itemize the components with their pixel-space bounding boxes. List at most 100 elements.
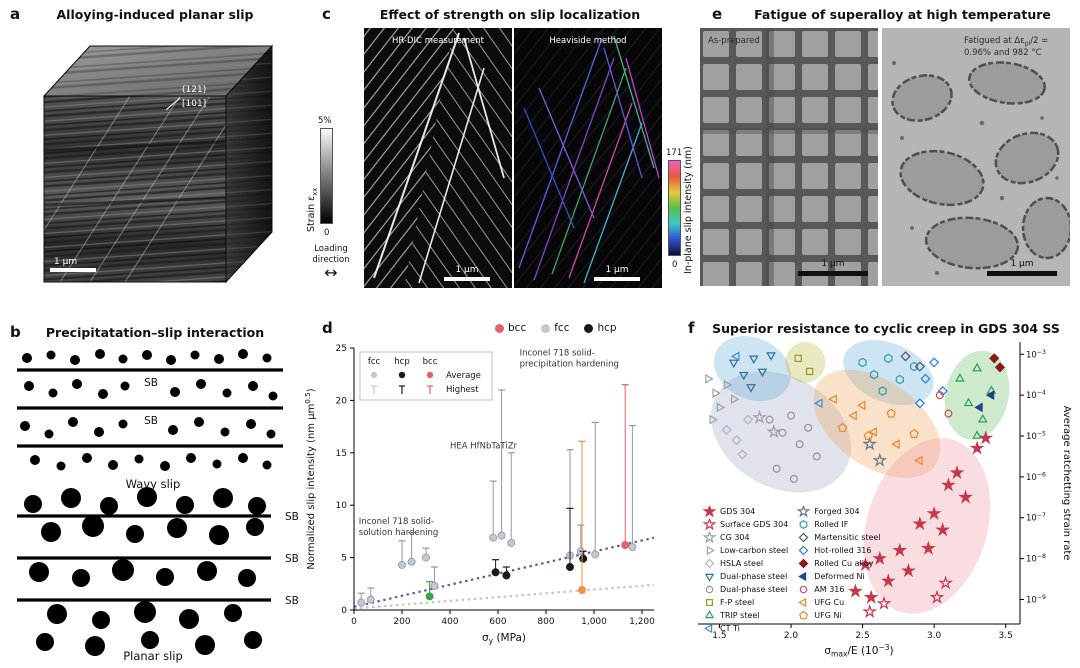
svg-text:Average ratchetting strain rat: Average ratchetting strain rate xyxy=(1061,406,1072,561)
svg-text:10−9: 10−9 xyxy=(1026,594,1046,606)
svg-text:1,200: 1,200 xyxy=(629,617,655,627)
svg-text:2.5: 2.5 xyxy=(855,631,869,641)
svg-text:1,000: 1,000 xyxy=(581,617,607,627)
legend-marker-icon xyxy=(705,585,714,594)
strain-colorbar-min: 0 xyxy=(324,228,330,238)
legend-marker-icon xyxy=(706,599,713,606)
strain-colorbar-max: 5% xyxy=(318,116,332,126)
panel-a-title: Alloying-induced planar slip xyxy=(56,7,254,22)
as-prepared-image: As-prepared 1 μm xyxy=(700,28,878,286)
svg-text:Average: Average xyxy=(446,371,481,381)
legend-item: HSLA steel xyxy=(702,558,788,569)
svg-text:bcc: bcc xyxy=(423,357,438,367)
legend-item: Dual-phase steel xyxy=(702,571,788,582)
panel-d: d bcc fcc hcp 0 200 400 600 800 1,000 1,200 0 5 10 1… xyxy=(300,318,690,668)
panel-e-letter: e xyxy=(712,5,723,23)
legend-column-2: Forged 304 Rolled IF Martensitic steel Hot-… xyxy=(796,506,881,634)
svg-text:200: 200 xyxy=(393,617,410,627)
legend-item: Low-carbon steel xyxy=(702,545,788,556)
panel-a-letter: a xyxy=(10,5,21,23)
svg-text:10−8: 10−8 xyxy=(1026,553,1046,565)
svg-text:1.5: 1.5 xyxy=(712,631,726,641)
legend-marker-icon xyxy=(704,610,715,619)
legend-item: Deformed Ni xyxy=(796,571,880,582)
svg-text:25: 25 xyxy=(336,344,347,354)
legend-marker-icon xyxy=(704,573,715,582)
loading-direction-arrow: ↔ xyxy=(324,263,338,283)
panel-f-title: Superior resistance to cyclic creep in G… xyxy=(712,321,1060,336)
hr-dic-label: HR-DIC measurement xyxy=(391,36,484,46)
legend-item: GDS 304 xyxy=(702,506,788,517)
loading-direction-label: Loading direction ↔ xyxy=(300,244,362,281)
alloy-cube-micrograph: (121) [101] 1 μm xyxy=(42,44,274,284)
svg-text:σy (MPa): σy (MPa) xyxy=(482,632,526,646)
fatigued-micrograph xyxy=(882,28,1070,286)
svg-text:10−7: 10−7 xyxy=(1026,512,1046,524)
legend-marker-icon xyxy=(798,545,809,556)
svg-text:Inconel 718 solid-: Inconel 718 solid- xyxy=(520,348,595,358)
svg-text:σmax/E (10−3): σmax/E (10−3) xyxy=(824,643,893,659)
legend-marker-icon xyxy=(798,571,807,582)
legend-item: TRIP steel xyxy=(702,610,788,621)
legend-item: Hot-rolled 316 xyxy=(796,545,880,556)
hr-dic-image: HR-DIC measurement 1 μm xyxy=(364,28,512,288)
slip-intensity-colorbar xyxy=(668,160,681,256)
as-prepared-scalebar: 1 μm xyxy=(798,259,868,276)
svg-text:0: 0 xyxy=(341,606,347,616)
legend-marker-icon xyxy=(702,519,717,530)
panel-c-letter: c xyxy=(322,5,331,23)
svg-text:Highest: Highest xyxy=(446,385,479,395)
slip-intensity-chart: 0 200 400 600 800 1,000 1,200 0 5 10 15 20 25 σy (MPa… xyxy=(303,344,655,646)
legend-marker-icon xyxy=(798,558,809,569)
legend-item: AM 316 xyxy=(796,584,880,595)
wavy-slip-label: Wavy slip xyxy=(126,477,181,491)
panel-a: a Alloying-induced planar slip xyxy=(0,0,300,320)
crystal-plane-label: (121) xyxy=(182,85,206,95)
legend-marker-icon xyxy=(704,558,715,569)
svg-text:HEA HfNbTaTiZr: HEA HfNbTaTiZr xyxy=(450,442,518,452)
legend-marker-icon xyxy=(702,506,717,517)
panel-a-tem-image: (121) [101] 1 μm xyxy=(30,30,280,308)
svg-text:10: 10 xyxy=(336,501,348,511)
svg-text:fcc: fcc xyxy=(368,357,381,367)
svg-text:10−3: 10−3 xyxy=(1026,349,1046,361)
legend-item: UFG Ni xyxy=(796,610,880,621)
svg-text:solution hardening: solution hardening xyxy=(359,528,438,538)
svg-text:SB: SB xyxy=(144,377,158,389)
legend-marker-icon xyxy=(799,585,808,594)
legend-marker-icon xyxy=(706,545,715,556)
svg-text:precipitation hardening: precipitation hardening xyxy=(520,359,619,369)
cyclic-creep-chart: 1.5 2.0 2.5 3.0 3.5 10−3 10−4 10−5 10−6 10−7 10−8 1… xyxy=(698,336,1072,659)
svg-text:SB: SB xyxy=(144,415,158,427)
legend-marker-icon xyxy=(799,520,808,529)
crystal-legend-item: bcc xyxy=(495,322,526,334)
legend-marker-icon xyxy=(798,597,807,608)
legend-marker-icon xyxy=(799,610,809,620)
svg-text:SB: SB xyxy=(285,595,299,607)
svg-text:10−6: 10−6 xyxy=(1026,471,1046,483)
svg-text:SB: SB xyxy=(285,553,299,565)
legend-marker-icon xyxy=(798,532,809,543)
strain-axis-label: Strain εxx xyxy=(306,187,319,232)
legend-item: Forged 304 xyxy=(796,506,880,517)
panel-b: b Precipitatation–slip interaction Wavy … xyxy=(0,320,310,668)
legend-item: Rolled Cu alloy xyxy=(796,558,880,569)
panel-c: c Effect of strength on slip localizatio… xyxy=(300,0,694,318)
svg-text:0: 0 xyxy=(351,617,357,627)
legend-item: UFG Cu xyxy=(796,597,880,608)
legend-marker-icon xyxy=(704,623,713,634)
slip-colorbar-min: 0 xyxy=(672,260,678,270)
svg-text:5: 5 xyxy=(341,554,347,564)
planar-slip-label: Planar slip xyxy=(123,649,183,663)
legend-item: Rolled IF xyxy=(796,519,880,530)
svg-text:400: 400 xyxy=(441,617,458,627)
svg-text:Inconel 718 solid-: Inconel 718 solid- xyxy=(359,517,434,527)
svg-text:Normalized slip intensity (nm: Normalized slip intensity (nm μm0.5) xyxy=(303,388,317,569)
panel-e-title: Fatigue of superalloy at high temperatur… xyxy=(754,7,1051,22)
panel-d-letter: d xyxy=(322,319,333,337)
heaviside-label: Heaviside method xyxy=(549,36,627,46)
fatigued-image: Fatigued at Δεpl/2 = 0.96% and 982 °C 1 … xyxy=(882,28,1070,286)
crystal-legend-item: fcc xyxy=(541,322,569,334)
hr-dic-scalebar: 1 μm xyxy=(444,265,490,281)
svg-text:3.0: 3.0 xyxy=(927,631,942,641)
